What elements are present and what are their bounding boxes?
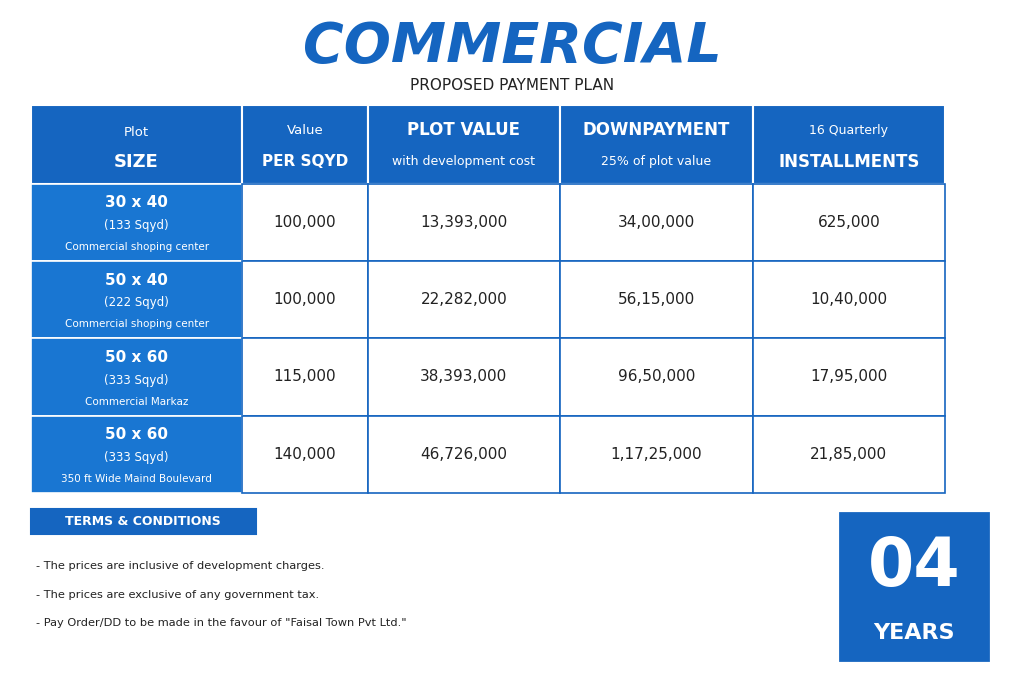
FancyBboxPatch shape <box>368 415 560 493</box>
FancyBboxPatch shape <box>31 415 243 493</box>
FancyBboxPatch shape <box>31 261 243 339</box>
Text: Commercial Markaz: Commercial Markaz <box>85 396 188 407</box>
Text: 04: 04 <box>867 534 961 600</box>
Text: (333 Sqyd): (333 Sqyd) <box>104 373 169 386</box>
Text: 625,000: 625,000 <box>817 215 881 230</box>
Text: 1,17,25,000: 1,17,25,000 <box>610 447 702 462</box>
Text: 50 x 40: 50 x 40 <box>105 273 168 288</box>
Text: 50 x 60: 50 x 60 <box>105 428 168 443</box>
FancyBboxPatch shape <box>243 415 368 493</box>
FancyBboxPatch shape <box>368 105 560 184</box>
FancyBboxPatch shape <box>243 338 368 415</box>
Text: 13,393,000: 13,393,000 <box>420 215 508 230</box>
FancyBboxPatch shape <box>560 415 753 493</box>
Text: (133 Sqyd): (133 Sqyd) <box>104 219 169 232</box>
Text: - The prices are inclusive of development charges.: - The prices are inclusive of developmen… <box>36 561 325 571</box>
Text: 25% of plot value: 25% of plot value <box>601 155 712 168</box>
FancyBboxPatch shape <box>753 105 945 184</box>
FancyBboxPatch shape <box>368 261 560 339</box>
FancyBboxPatch shape <box>243 261 368 339</box>
Text: TERMS & CONDITIONS: TERMS & CONDITIONS <box>66 515 221 528</box>
Text: COMMERCIAL: COMMERCIAL <box>303 20 721 74</box>
Text: 96,50,000: 96,50,000 <box>617 369 695 384</box>
FancyBboxPatch shape <box>243 105 368 184</box>
Text: 115,000: 115,000 <box>273 369 336 384</box>
Text: 100,000: 100,000 <box>273 292 336 307</box>
Text: 10,40,000: 10,40,000 <box>810 292 888 307</box>
FancyBboxPatch shape <box>31 338 243 415</box>
Text: 17,95,000: 17,95,000 <box>810 369 888 384</box>
FancyBboxPatch shape <box>840 513 988 660</box>
FancyBboxPatch shape <box>560 184 753 261</box>
FancyBboxPatch shape <box>753 184 945 261</box>
FancyBboxPatch shape <box>753 338 945 415</box>
Text: PLOT VALUE: PLOT VALUE <box>408 122 520 139</box>
Text: 140,000: 140,000 <box>273 447 336 462</box>
Text: (333 Sqyd): (333 Sqyd) <box>104 451 169 464</box>
FancyBboxPatch shape <box>31 184 243 261</box>
Text: PER SQYD: PER SQYD <box>262 154 348 169</box>
Text: 56,15,000: 56,15,000 <box>617 292 695 307</box>
Text: Plot: Plot <box>124 126 150 139</box>
Text: DOWNPAYMENT: DOWNPAYMENT <box>583 122 730 139</box>
Text: 30 x 40: 30 x 40 <box>105 195 168 210</box>
Text: 46,726,000: 46,726,000 <box>421 447 507 462</box>
Text: 22,282,000: 22,282,000 <box>421 292 507 307</box>
Text: PROPOSED PAYMENT PLAN: PROPOSED PAYMENT PLAN <box>410 78 614 93</box>
FancyBboxPatch shape <box>31 509 256 534</box>
Text: 16 Quarterly: 16 Quarterly <box>809 124 889 137</box>
Text: 34,00,000: 34,00,000 <box>617 215 695 230</box>
Text: 21,85,000: 21,85,000 <box>810 447 888 462</box>
FancyBboxPatch shape <box>31 105 243 184</box>
FancyBboxPatch shape <box>560 338 753 415</box>
FancyBboxPatch shape <box>368 338 560 415</box>
Text: INSTALLMENTS: INSTALLMENTS <box>778 153 920 171</box>
Text: Value: Value <box>287 124 324 137</box>
Text: Commercial shoping center: Commercial shoping center <box>65 320 209 329</box>
Text: - Pay Order/DD to be made in the favour of "Faisal Town Pvt Ltd.": - Pay Order/DD to be made in the favour … <box>36 618 407 628</box>
Text: 38,393,000: 38,393,000 <box>420 369 508 384</box>
FancyBboxPatch shape <box>560 261 753 339</box>
Text: Commercial shoping center: Commercial shoping center <box>65 242 209 252</box>
FancyBboxPatch shape <box>753 261 945 339</box>
FancyBboxPatch shape <box>368 184 560 261</box>
FancyBboxPatch shape <box>753 415 945 493</box>
Text: 100,000: 100,000 <box>273 215 336 230</box>
FancyBboxPatch shape <box>243 184 368 261</box>
Text: SIZE: SIZE <box>115 153 159 171</box>
FancyBboxPatch shape <box>560 105 753 184</box>
Text: 350 ft Wide Maind Boulevard: 350 ft Wide Maind Boulevard <box>61 474 212 484</box>
Text: (222 Sqyd): (222 Sqyd) <box>104 296 169 309</box>
Text: YEARS: YEARS <box>873 624 954 643</box>
Text: with development cost: with development cost <box>392 155 536 168</box>
Text: 50 x 60: 50 x 60 <box>105 350 168 365</box>
Text: - The prices are exclusive of any government tax.: - The prices are exclusive of any govern… <box>36 590 318 600</box>
